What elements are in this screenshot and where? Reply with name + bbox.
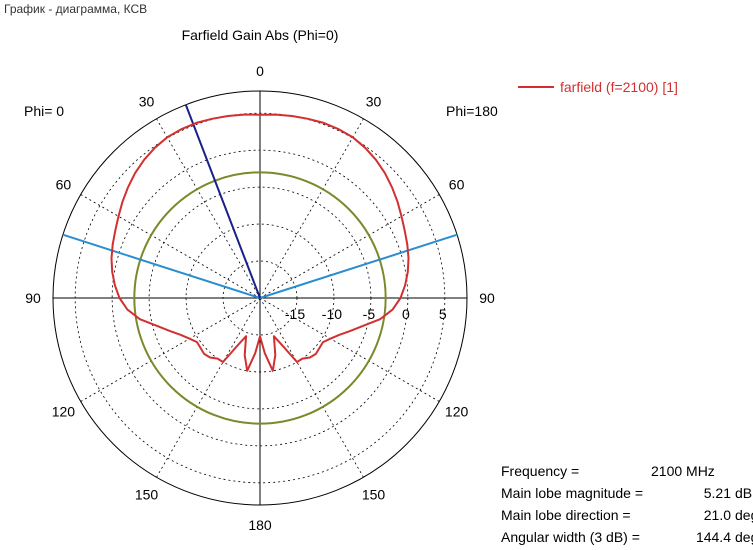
info-key: Main lobe magnitude = (501, 485, 644, 501)
info-unit: dB (735, 485, 753, 501)
window-title: График - диаграмма, КСВ (4, 2, 148, 16)
reference-circle (133, 171, 387, 425)
info-unit: deg. (735, 529, 753, 545)
legend-label: farfield (f=2100) [1] (560, 79, 678, 95)
legend-line-swatch (518, 86, 554, 88)
angle-tick-label: 60 (449, 177, 465, 193)
beamwidth-line-left (62, 233, 261, 299)
info-row-angular-width: Angular width (3 dB) = 144.4 deg. (501, 526, 753, 548)
main-lobe-line (184, 104, 261, 299)
angle-tick-label: 120 (52, 404, 76, 420)
info-unit: deg. (735, 507, 753, 523)
angle-tick-label: 150 (362, 487, 386, 503)
info-row-magnitude: Main lobe magnitude = 5.21 dB (501, 482, 753, 504)
legend: farfield (f=2100) [1] (518, 79, 678, 95)
info-key: Angular width (3 dB) = (501, 529, 640, 545)
pattern-series (110, 113, 410, 372)
chart-title: Farfield Gain Abs (Phi=0) (181, 27, 339, 43)
radial-tick-label: -10 (322, 306, 342, 322)
radial-tick-label: -15 (285, 306, 305, 322)
radial-tick-label: 0 (402, 306, 410, 322)
phi-right-label: Phi=180 (446, 103, 498, 119)
angle-tick-label: 90 (479, 290, 495, 306)
info-value: 144.4 (695, 529, 731, 545)
info-row-frequency: Frequency = 2100 MHz (501, 460, 753, 482)
beamwidth-line-right (259, 233, 458, 299)
info-key: Frequency = (501, 463, 580, 479)
radial-tick-label: -5 (363, 306, 376, 322)
angle-tick-label: 0 (256, 63, 264, 79)
info-key: Main lobe direction = (501, 507, 631, 523)
angle-tick-label: 180 (248, 517, 272, 533)
phi-left-label: Phi= 0 (24, 103, 65, 119)
angle-tick-label: 30 (139, 93, 155, 109)
angle-tick-label: 60 (56, 177, 72, 193)
radial-tick-label: 5 (439, 306, 447, 322)
info-value: 5.21 (703, 485, 731, 501)
info-value: 2100 MHz (651, 463, 715, 479)
angle-tick-label: 30 (366, 93, 382, 109)
info-row-direction: Main lobe direction = 21.0 deg. (501, 504, 753, 526)
angle-tick-label: 150 (135, 487, 159, 503)
angle-tick-label: 90 (25, 290, 41, 306)
info-value: 21.0 (703, 507, 731, 523)
angle-tick-label: 120 (445, 404, 469, 420)
info-panel: Frequency = 2100 MHz Main lobe magnitude… (501, 460, 753, 548)
